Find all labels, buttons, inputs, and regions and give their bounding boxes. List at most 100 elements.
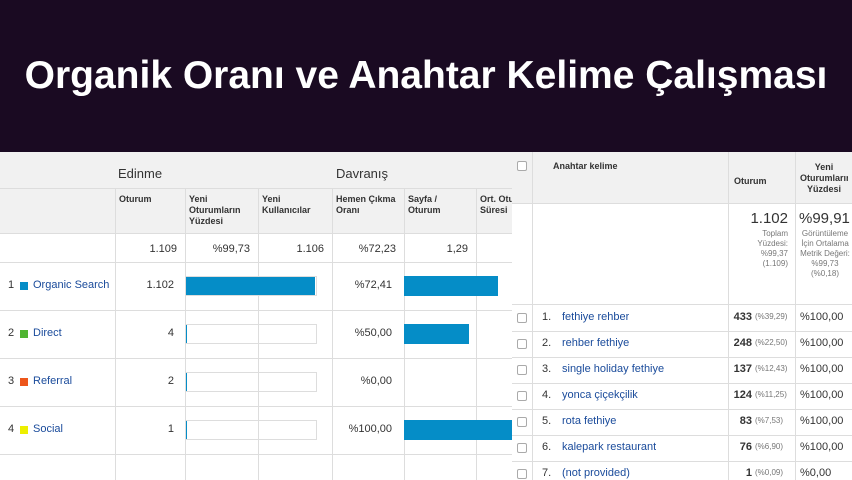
sessions-value: 137 <box>733 363 752 375</box>
row-index: 2. <box>542 337 552 349</box>
divider <box>0 454 512 455</box>
keyword-link[interactable]: single holiday fethiye <box>562 363 665 375</box>
channel-link[interactable]: Referral <box>33 375 73 387</box>
bounce-bar <box>404 420 512 440</box>
checkbox[interactable] <box>517 313 527 323</box>
sessions-value: 433 <box>733 311 752 323</box>
total-new: %99,91 <box>799 210 850 227</box>
sessions-share: (%0,09) <box>755 468 784 477</box>
column-header: Anahtar kelime <box>553 161 618 171</box>
total-sessions: 1.102 <box>750 210 788 227</box>
row-index: 2 <box>8 327 15 339</box>
checkbox[interactable] <box>517 339 527 349</box>
row-index: 7. <box>542 467 552 479</box>
divider <box>115 188 116 480</box>
new-pct: %0,00 <box>800 467 832 479</box>
keyword-link[interactable]: yonca çiçekçilik <box>562 389 638 401</box>
sessions-value: 2 <box>167 375 174 387</box>
sessions-share: (%22,50) <box>755 338 788 347</box>
column-header: Oturum <box>119 194 152 204</box>
checkbox[interactable] <box>517 417 527 427</box>
bounce-bar <box>404 324 469 344</box>
new-pct: %100,00 <box>800 415 844 427</box>
row-index: 5. <box>542 415 552 427</box>
sessions-value: 83 <box>739 415 752 427</box>
total-value: 1.106 <box>296 243 324 255</box>
row-index: 1 <box>8 279 15 291</box>
divider <box>0 310 512 311</box>
bounce-bar <box>404 276 499 296</box>
left-table: Edinme Davranış Oturum Yeni Oturumların Yüz… <box>0 152 512 480</box>
channel-link[interactable]: Social <box>33 423 63 435</box>
divider <box>0 262 512 263</box>
sessions-share: (%12,43) <box>755 364 788 373</box>
checkbox[interactable] <box>517 469 527 479</box>
keyword-link[interactable]: rota fethiye <box>562 415 617 427</box>
share-bar <box>186 421 187 439</box>
column-header: Hemen Çıkma Oranı <box>336 194 396 215</box>
divider <box>795 152 796 480</box>
divider <box>512 435 852 436</box>
divider <box>0 188 512 189</box>
sessions-value: 76 <box>739 441 752 453</box>
row-index: 3 <box>8 375 15 387</box>
column-header: Sayfa / Oturum <box>408 194 441 215</box>
channel-link[interactable]: Direct <box>33 327 62 339</box>
bounce-label: %0,00 <box>360 375 392 387</box>
keyword-link[interactable]: fethiye rehber <box>562 311 630 323</box>
divider <box>332 188 333 480</box>
sessions-value: 248 <box>733 337 752 349</box>
sessions-share: (%6,90) <box>755 442 784 451</box>
row-index: 4 <box>8 423 15 435</box>
keyword-link[interactable]: rehber fethiye <box>562 337 630 349</box>
new-pct: %100,00 <box>800 311 844 323</box>
divider <box>512 461 852 462</box>
divider <box>512 383 852 384</box>
sessions-share: (%39,29) <box>755 312 788 321</box>
divider <box>512 331 852 332</box>
checkbox[interactable] <box>517 391 527 401</box>
bounce-label: %100,00 <box>348 423 392 435</box>
divider <box>0 406 512 407</box>
checkbox[interactable] <box>517 443 527 453</box>
bar-track <box>185 324 317 344</box>
channel-link[interactable]: Organic Search <box>33 279 110 291</box>
column-header: Yeni Kullanıcılar <box>262 194 311 215</box>
column-header: Yeni Oturumların Yüzdesi <box>189 194 241 226</box>
row-index: 4. <box>542 389 552 401</box>
divider <box>728 152 729 480</box>
banner-title: Organik Oranı ve Anahtar Kelime Çalışmas… <box>0 0 852 152</box>
share-bar <box>186 325 187 343</box>
divider <box>512 409 852 410</box>
sessions-value: 4 <box>167 327 174 339</box>
checkbox[interactable] <box>517 161 527 171</box>
group-label: Edinme <box>118 166 163 181</box>
divider <box>0 233 512 234</box>
row-index: 6. <box>542 441 552 453</box>
keyword-link[interactable]: kalepark restaurant <box>562 441 657 453</box>
divider <box>512 357 852 358</box>
divider <box>532 152 533 480</box>
column-header: Ort. Oturum Süresi <box>480 194 512 215</box>
group-label: Davranış <box>336 166 389 181</box>
checkbox[interactable] <box>517 365 527 375</box>
column-header: Yeni Oturumların Yüzdesi <box>800 162 848 194</box>
channel-swatch <box>20 378 28 386</box>
keyword-link[interactable]: (not provided) <box>562 467 630 479</box>
sessions-share: (%7,53) <box>755 416 784 425</box>
total-value: %99,73 <box>212 243 250 255</box>
divider <box>512 203 852 204</box>
bounce-label: %72,41 <box>354 279 392 291</box>
sessions-value: 1 <box>745 467 752 479</box>
total-value: 1,29 <box>446 243 468 255</box>
share-bar <box>186 277 316 295</box>
column-header: Oturum <box>734 176 767 186</box>
channel-swatch <box>20 426 28 434</box>
bar-track <box>185 372 317 392</box>
total-note: Görüntüleme İçin Ortalama Metrik Değeri:… <box>800 229 850 278</box>
right-table: Anahtar kelime Oturum Yeni Oturumların Yüz… <box>512 152 852 480</box>
channel-swatch <box>20 330 28 338</box>
total-note: Toplam Yüzdesi: %99,37 (1.109) <box>757 229 788 268</box>
group-header-bg <box>0 152 512 233</box>
